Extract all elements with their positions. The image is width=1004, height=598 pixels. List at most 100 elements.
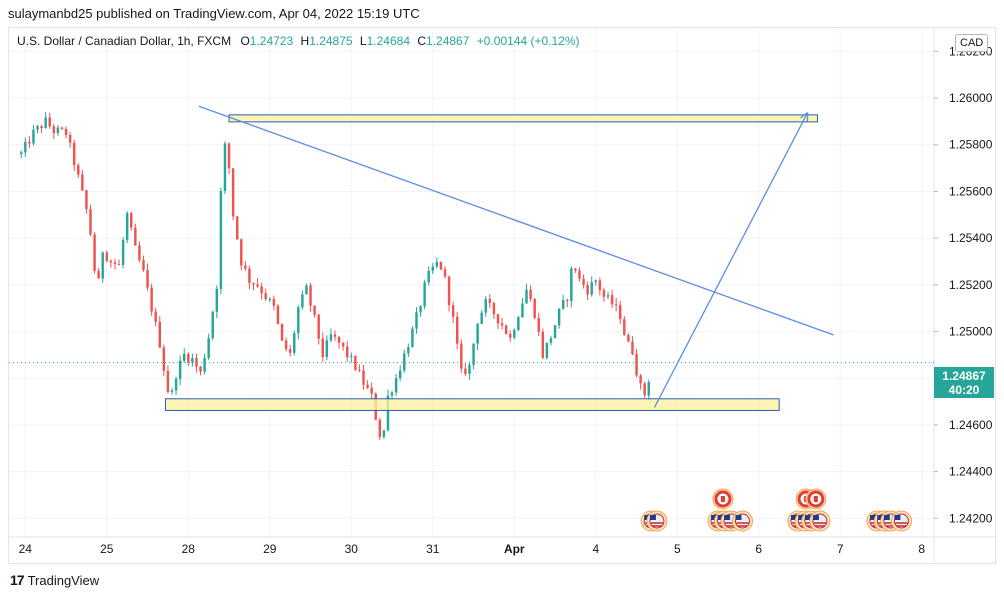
price-axis: 1.262001.260001.258001.256001.254001.252… — [934, 44, 993, 525]
time-tick-label: 31 — [426, 542, 440, 556]
candle-down — [280, 323, 284, 341]
candle-up — [24, 141, 27, 153]
last-price-label: 1.24867 40:20 — [934, 367, 994, 398]
candle-up — [561, 300, 565, 309]
axis-separators — [9, 28, 996, 564]
candle-down — [109, 260, 113, 263]
candle-down — [378, 419, 382, 437]
candle-up — [521, 303, 524, 318]
candle-up — [121, 239, 125, 265]
candle-down — [187, 353, 190, 363]
candle-up — [606, 295, 610, 297]
candle-down — [566, 300, 569, 302]
ca-flag-icon[interactable] — [712, 488, 734, 510]
candle-up — [407, 347, 410, 354]
candle-down — [635, 353, 638, 376]
candle-up — [203, 357, 206, 372]
candle-up — [594, 280, 598, 283]
candle-up — [382, 430, 386, 437]
candle-up — [36, 126, 39, 130]
candle-up — [223, 143, 227, 192]
candle-down — [598, 280, 602, 291]
candle-down — [199, 366, 202, 372]
candle-up — [170, 390, 174, 392]
candle-down — [460, 343, 463, 369]
candle-down — [68, 134, 72, 143]
candle-up — [553, 325, 557, 339]
time-tick-label: 24 — [19, 542, 33, 556]
us-flag-icon[interactable] — [646, 510, 668, 532]
candle-up — [293, 333, 296, 353]
tradingview-logo-icon[interactable]: 17 — [10, 572, 25, 588]
footer-brand[interactable]: TradingView — [27, 572, 100, 588]
publish-info: sulaymanbd25 published on TradingView.co… — [8, 6, 420, 21]
us-flag-icon[interactable] — [809, 510, 831, 532]
candle-down — [64, 128, 68, 135]
candle-down — [578, 270, 581, 279]
candle-down — [264, 293, 267, 300]
candle-down — [288, 349, 292, 353]
chart-frame — [8, 27, 996, 564]
candle-down — [252, 283, 255, 285]
candle-up — [570, 268, 573, 302]
candle-up — [411, 328, 414, 348]
candle-up — [647, 382, 650, 396]
candle-down — [134, 227, 137, 246]
us-flag-icon[interactable] — [890, 510, 912, 532]
candle-down — [500, 323, 504, 326]
candle-down — [321, 338, 324, 358]
maple-leaf-mark — [813, 496, 818, 502]
currency-button[interactable]: CAD — [955, 34, 989, 52]
candle-down — [142, 260, 145, 270]
us-flag-icon[interactable] — [731, 510, 753, 532]
ca-flag-icon[interactable] — [805, 488, 827, 510]
candle-down — [345, 346, 349, 358]
candle-down — [456, 316, 459, 344]
arrow-head-right — [800, 112, 809, 119]
footer: 17 TradingView — [10, 572, 99, 588]
candle-down — [333, 334, 337, 337]
candle-down — [138, 245, 141, 261]
change-value: +0.00144 (+0.12%) — [476, 34, 580, 48]
candle-up — [44, 117, 47, 129]
us-flag-canton — [711, 515, 718, 520]
candle-down — [317, 314, 320, 339]
open-label: O — [240, 34, 250, 48]
price-tick-label: 1.25600 — [949, 184, 993, 198]
candle-down — [130, 213, 133, 228]
candle-up — [297, 307, 300, 334]
candle-up — [215, 288, 219, 312]
candle-up — [182, 353, 186, 361]
candle-down — [244, 265, 247, 269]
candle-down — [150, 287, 153, 312]
candle-up — [419, 306, 422, 313]
candle-up — [394, 378, 398, 393]
candle-up — [301, 294, 304, 308]
candle-down — [337, 336, 341, 343]
candle-up — [427, 270, 430, 283]
bar-countdown: 40:20 — [948, 383, 980, 397]
candle-down — [162, 347, 166, 371]
us-flag-canton — [735, 515, 742, 520]
candle-up — [268, 298, 272, 300]
time-tick-label: 4 — [592, 542, 599, 556]
candle-down — [533, 299, 536, 318]
candle-up — [415, 312, 418, 329]
candle-up — [178, 360, 182, 379]
us-flag-canton — [790, 515, 797, 520]
candles — [20, 111, 650, 441]
candle-down — [451, 305, 455, 317]
candle-up — [219, 191, 223, 289]
symbol-name[interactable]: U.S. Dollar / Canadian Dollar, 1h, FXCM — [17, 34, 232, 48]
price-tick-label: 1.25200 — [949, 278, 993, 292]
candle-down — [529, 289, 532, 300]
us-flag-canton — [883, 515, 890, 520]
time-tick-label: 8 — [918, 542, 925, 556]
candle-down — [586, 285, 589, 295]
candle-down — [537, 317, 540, 332]
candle-down — [60, 127, 64, 129]
candle-down — [639, 375, 642, 384]
candle-down — [248, 268, 251, 284]
candle-down — [97, 270, 100, 279]
